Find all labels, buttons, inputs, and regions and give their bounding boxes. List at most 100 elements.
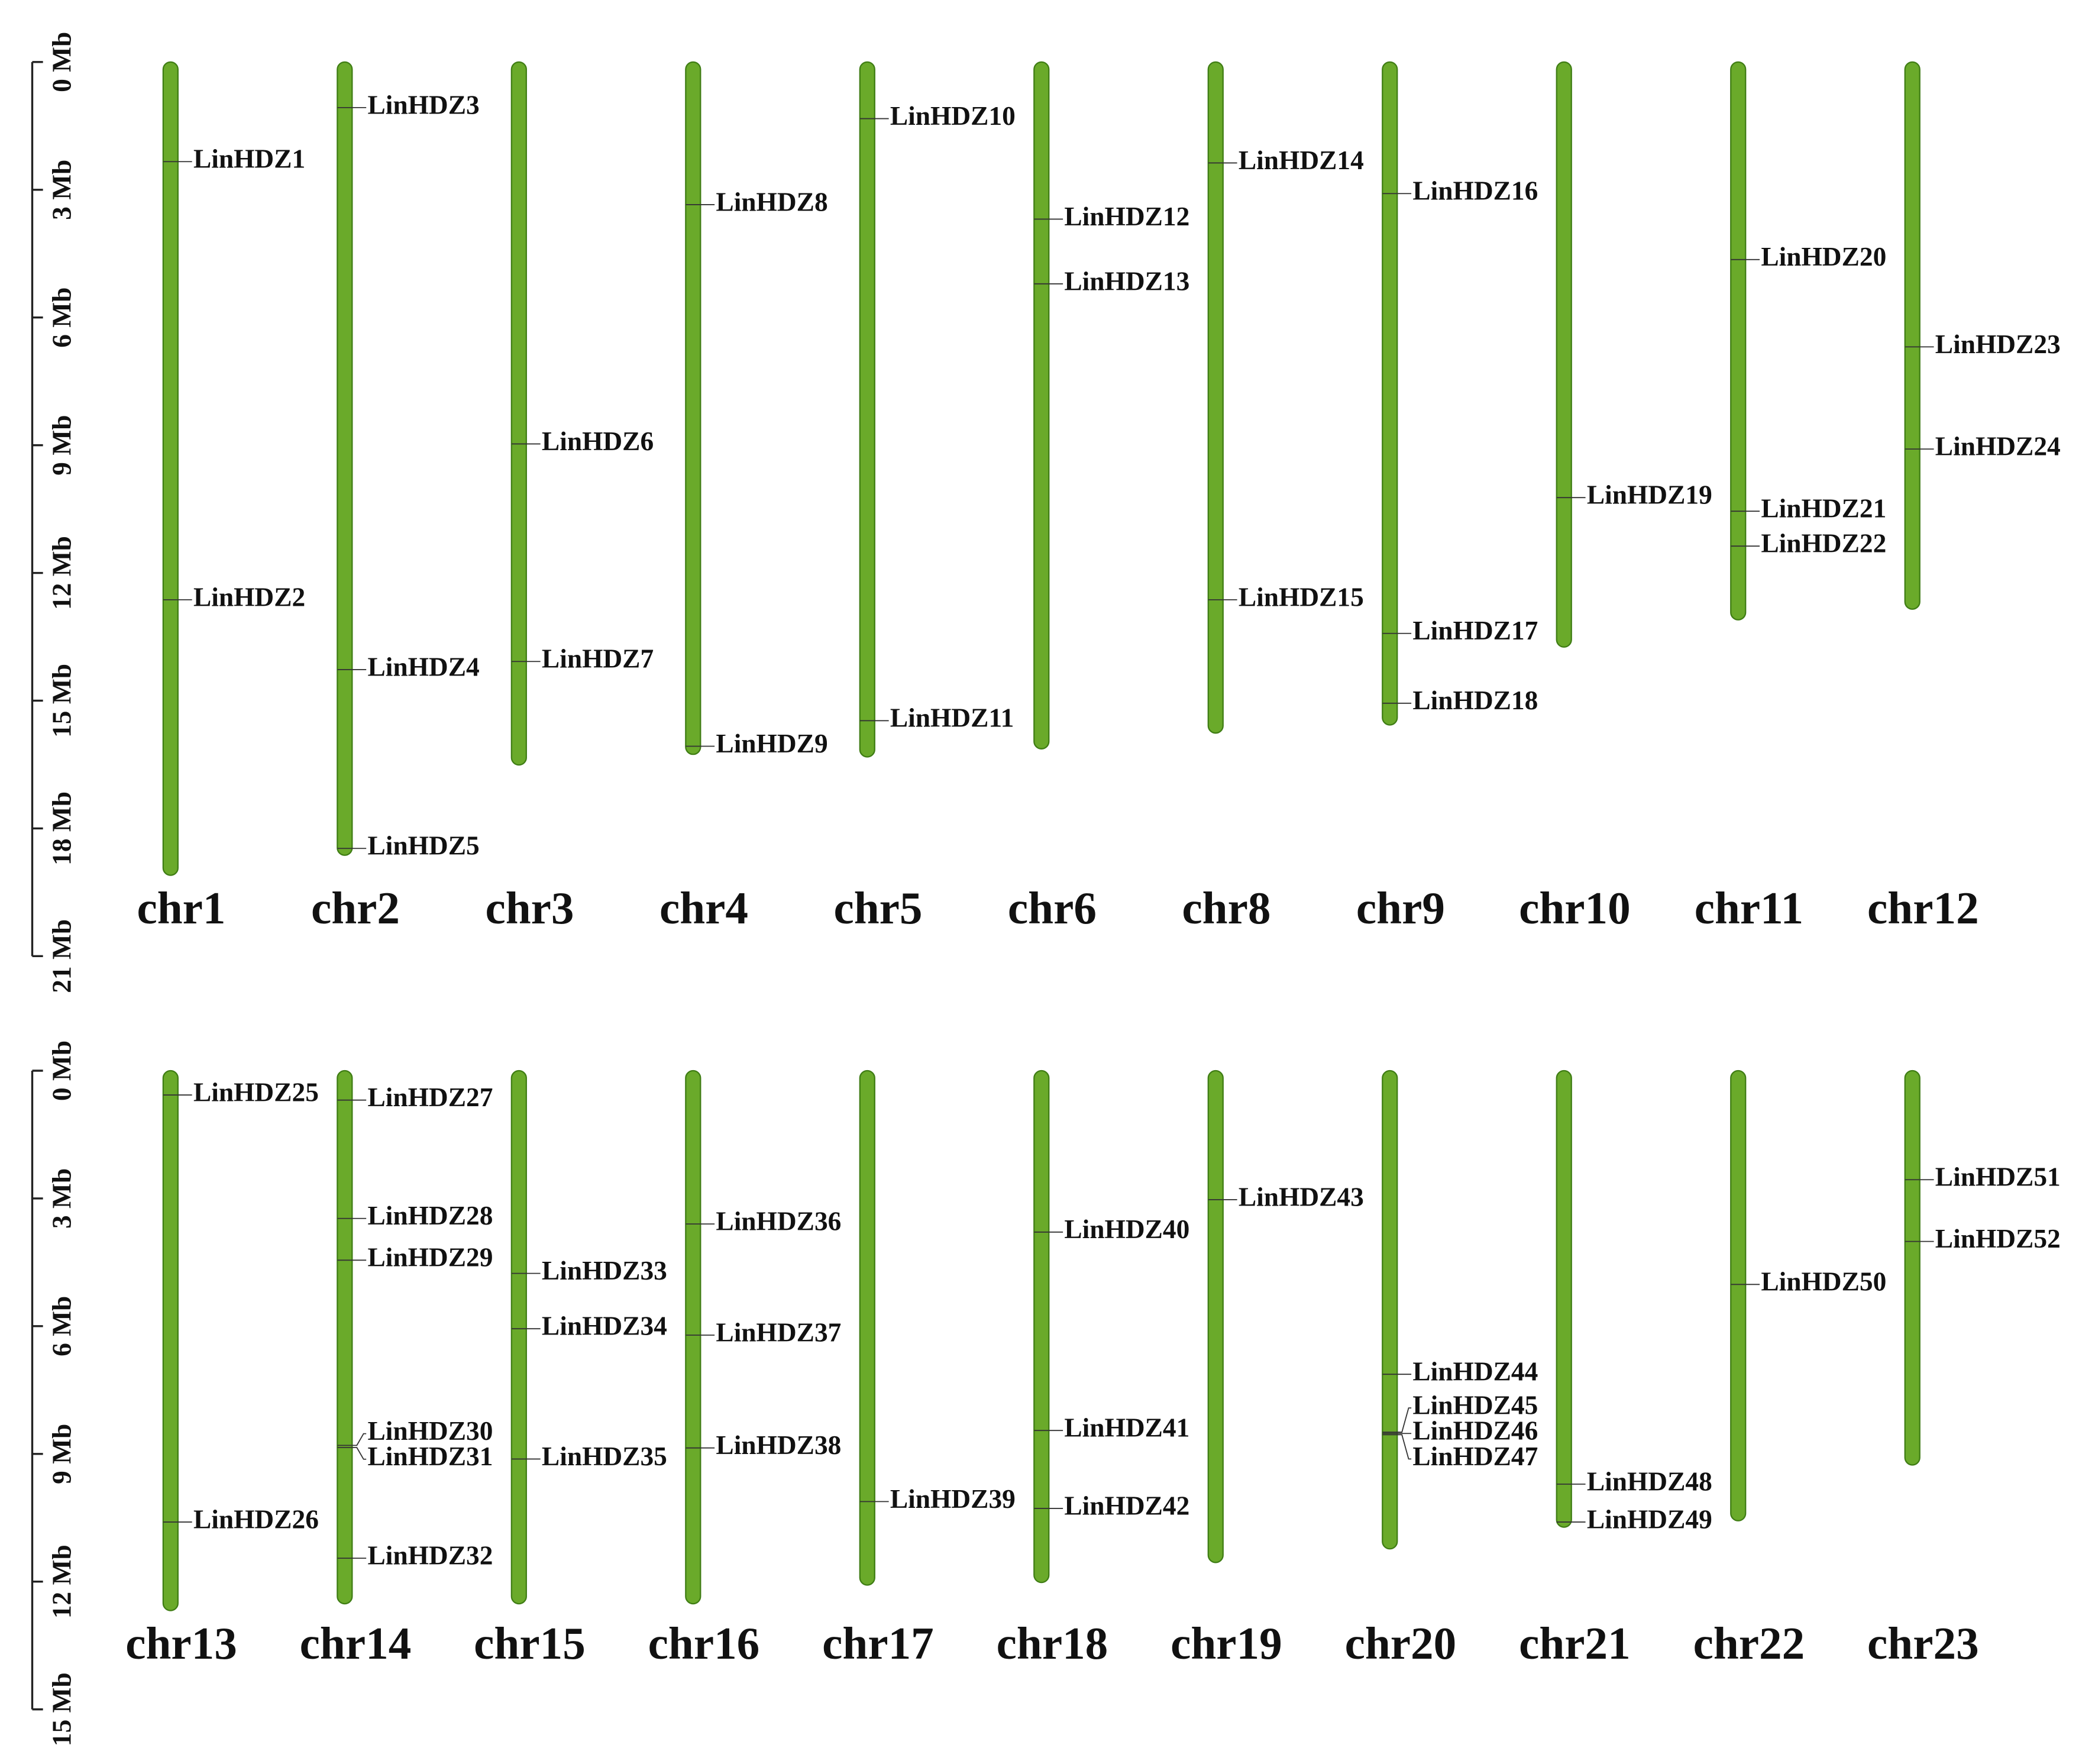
gene-label: LinHDZ42 <box>1064 1491 1189 1520</box>
gene-label: LinHDZ39 <box>890 1484 1016 1514</box>
gene-label: LinHDZ27 <box>367 1083 493 1112</box>
y-tick-label: 15 Mb <box>47 1672 76 1746</box>
gene-label: LinHDZ26 <box>193 1504 319 1534</box>
gene-label: LinHDZ29 <box>367 1243 493 1272</box>
chromosome-label: chr4 <box>659 883 748 933</box>
gene-label: LinHDZ52 <box>1935 1224 2061 1253</box>
y-tick-label: 9 Mb <box>47 1424 76 1484</box>
chromosome <box>1382 61 1398 726</box>
chromosome <box>859 61 875 758</box>
gene-label: LinHDZ50 <box>1761 1267 1886 1297</box>
chromosome <box>510 1070 527 1605</box>
gene-label: LinHDZ6 <box>542 427 654 456</box>
gene-label: LinHDZ18 <box>1412 686 1538 715</box>
gene-marker <box>1382 1434 1412 1460</box>
chromosome-label: chr16 <box>648 1618 760 1669</box>
chromosome-label: chr2 <box>311 883 400 933</box>
gene-label: LinHDZ11 <box>890 703 1014 733</box>
chromosome-label: chr10 <box>1519 883 1631 933</box>
y-tick-label: 12 Mb <box>47 1545 76 1618</box>
gene-label: LinHDZ51 <box>1935 1162 2061 1192</box>
gene-label: LinHDZ10 <box>890 101 1016 131</box>
chromosome-label: chr12 <box>1867 883 1979 933</box>
gene-label: LinHDZ4 <box>367 652 479 681</box>
chromosome <box>1730 1070 1747 1521</box>
gene-label: LinHDZ21 <box>1761 494 1886 524</box>
gene-label: LinHDZ37 <box>716 1317 841 1347</box>
chromosome <box>1382 1070 1398 1550</box>
gene-label: LinHDZ40 <box>1064 1214 1189 1244</box>
gene-label: LinHDZ48 <box>1587 1466 1712 1496</box>
gene-label: LinHDZ34 <box>542 1311 667 1341</box>
y-tick-label: 6 Mb <box>47 1296 76 1356</box>
y-tick-label: 0 Mb <box>47 32 76 92</box>
gene-label: LinHDZ41 <box>1064 1413 1189 1443</box>
gene-label: LinHDZ35 <box>542 1442 667 1471</box>
chromosome-label: chr17 <box>822 1618 934 1669</box>
gene-label: LinHDZ7 <box>542 644 654 674</box>
y-tick-label: 3 Mb <box>47 160 76 220</box>
gene-label: LinHDZ33 <box>542 1256 667 1285</box>
y-tick-label: 21 Mb <box>47 919 76 993</box>
chromosome <box>162 61 179 876</box>
chromosome <box>1033 1070 1050 1584</box>
chromosome <box>1904 1070 1921 1466</box>
chromosome-label: chr15 <box>474 1618 586 1669</box>
y-tick-label: 3 Mb <box>47 1168 76 1229</box>
chromosome-label: chr21 <box>1519 1618 1631 1669</box>
gene-label: LinHDZ45 <box>1412 1391 1538 1420</box>
gene-label: LinHDZ36 <box>716 1207 841 1236</box>
gene-label: LinHDZ44 <box>1412 1357 1538 1387</box>
chromosome <box>1904 61 1921 610</box>
gene-label: LinHDZ15 <box>1239 582 1364 612</box>
gene-label: LinHDZ25 <box>193 1077 319 1107</box>
chromosome-label: chr20 <box>1345 1618 1457 1669</box>
chromosome <box>1033 61 1050 749</box>
chromosome <box>510 61 527 766</box>
gene-label: LinHDZ46 <box>1412 1416 1538 1446</box>
chromosome-label: chr5 <box>833 883 922 933</box>
chromosome <box>337 1070 353 1605</box>
gene-label: LinHDZ9 <box>716 729 827 758</box>
y-tick-label: 18 Mb <box>47 791 76 865</box>
gene-label: LinHDZ43 <box>1239 1183 1364 1212</box>
gene-marker <box>337 1433 367 1446</box>
gene-label: LinHDZ38 <box>716 1430 841 1460</box>
chromosome <box>1730 61 1747 621</box>
chromosome-label: chr9 <box>1356 883 1445 933</box>
gene-label: LinHDZ3 <box>367 90 479 119</box>
gene-label: LinHDZ47 <box>1412 1442 1538 1471</box>
chromosome <box>859 1070 875 1586</box>
gene-label: LinHDZ23 <box>1935 329 2061 359</box>
gene-label: LinHDZ14 <box>1239 146 1364 175</box>
chromosome <box>1556 61 1572 648</box>
chromosome <box>1207 61 1224 734</box>
chromosome-label: chr22 <box>1693 1618 1805 1669</box>
y-tick-label: 12 Mb <box>47 536 76 610</box>
chromosome <box>685 61 701 755</box>
gene-label: LinHDZ8 <box>716 187 827 217</box>
chromosome <box>162 1070 179 1611</box>
chromosome-label: chr18 <box>997 1618 1108 1669</box>
gene-label: LinHDZ20 <box>1761 242 1886 272</box>
chromosome-label: chr6 <box>1008 883 1097 933</box>
gene-label: LinHDZ1 <box>193 144 305 174</box>
chromosome-label: chr1 <box>137 883 225 933</box>
chromosome-label: chr11 <box>1695 883 1803 933</box>
gene-label: LinHDZ49 <box>1587 1504 1712 1534</box>
chromosome <box>685 1070 701 1605</box>
gene-label: LinHDZ16 <box>1412 176 1538 206</box>
gene-label: LinHDZ12 <box>1064 202 1189 231</box>
gene-label: LinHDZ32 <box>367 1541 493 1571</box>
y-tick-label: 15 Mb <box>47 664 76 738</box>
chromosome <box>1207 1070 1224 1563</box>
gene-label: LinHDZ28 <box>367 1201 493 1230</box>
gene-label: LinHDZ2 <box>193 582 305 612</box>
chromosome-label: chr13 <box>125 1618 237 1669</box>
gene-marker <box>1382 1407 1412 1433</box>
y-tick-label: 0 Mb <box>47 1041 76 1101</box>
gene-label: LinHDZ24 <box>1935 432 2061 461</box>
chromosome <box>1556 1070 1572 1528</box>
